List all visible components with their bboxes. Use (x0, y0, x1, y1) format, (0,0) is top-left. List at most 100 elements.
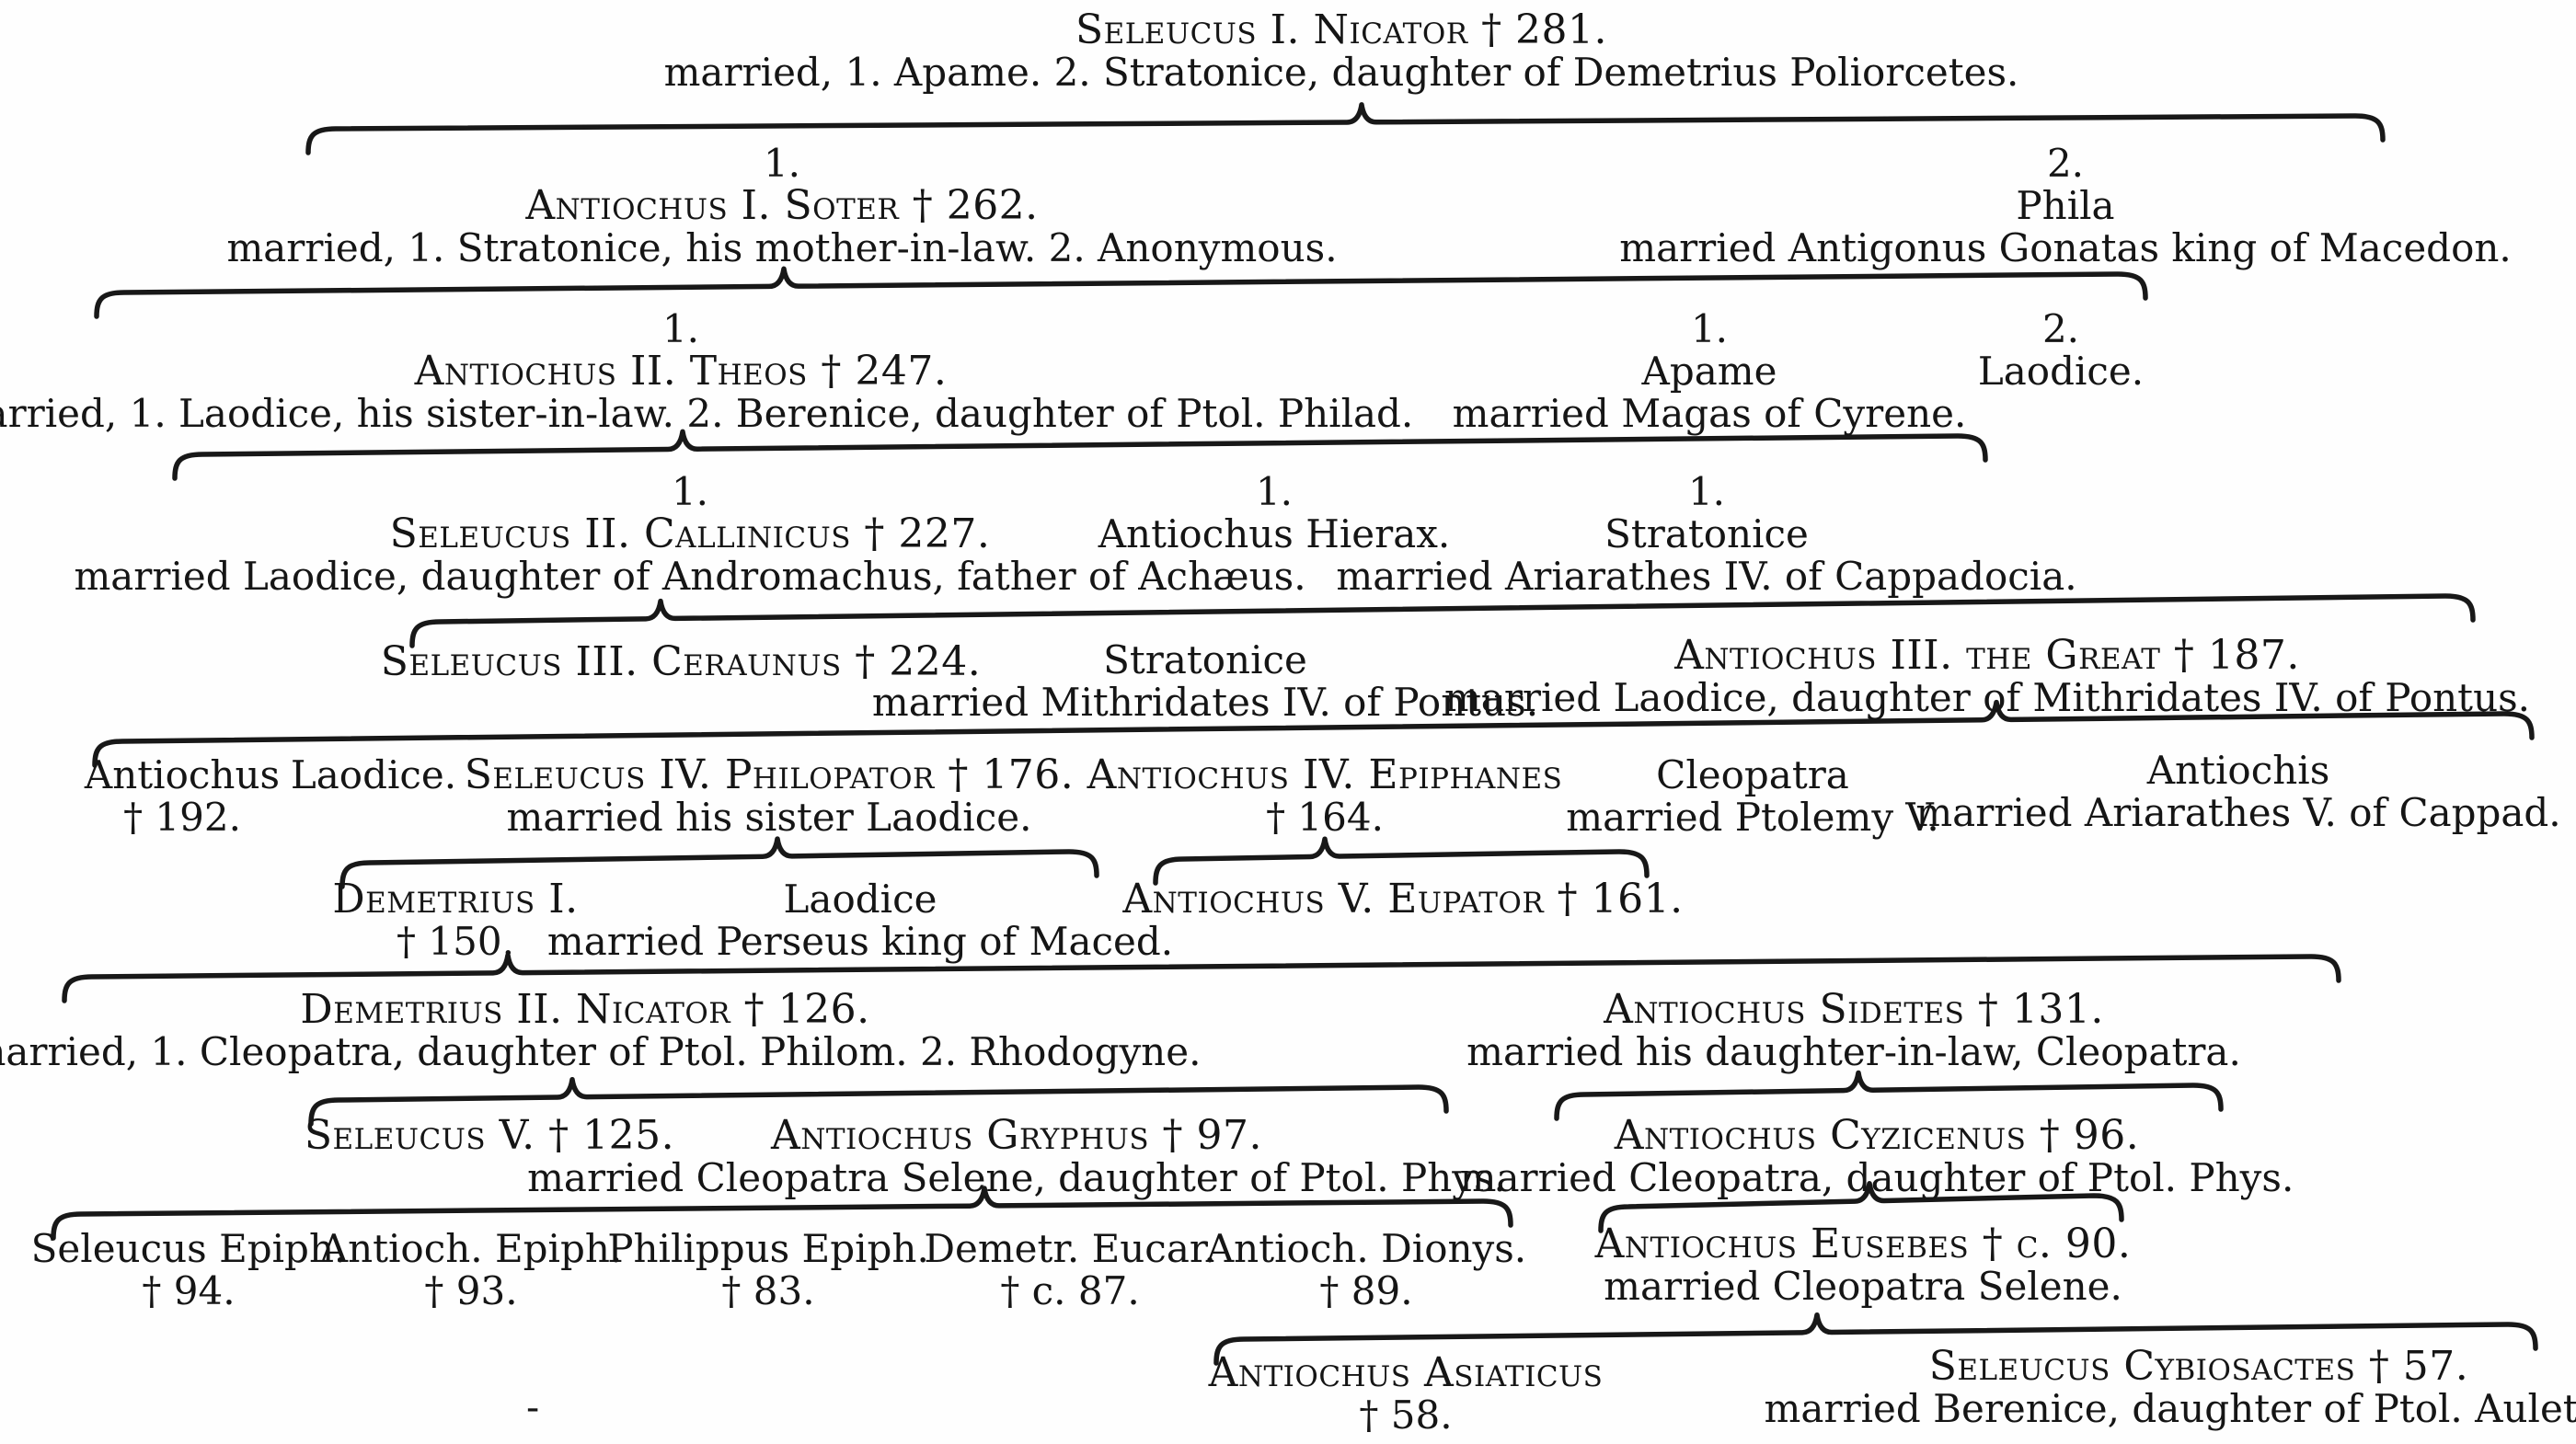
person-name: Seleucus I. Nicator † 281. (1075, 6, 1608, 53)
person-name: Seleucus III. Ceraunus † 224. (380, 638, 982, 685)
person-married: married Cleopatra Selene, daughter of Pt… (527, 1155, 1506, 1200)
person-married: married his daughter-in-law, Cleopatra. (1466, 1029, 2241, 1074)
person-name: Seleucus Cybiosactes † 57. (1928, 1343, 2469, 1390)
person-name: Laodice. (290, 752, 457, 797)
person-name: Demetrius II. Nicator † 126. (300, 986, 870, 1033)
person-number: 2. (2041, 306, 2080, 351)
brace-children-of-seleucus2 (409, 593, 2476, 648)
person-married: married Laodice, daughter of Andromachus… (74, 554, 1306, 599)
person-name: Antioch. Dionys. (1205, 1226, 1527, 1271)
person-seleucus-iii-ceraunus: Seleucus III. Ceraunus † 224. (381, 641, 981, 683)
person-name: Philippus Epiph. (607, 1226, 929, 1271)
person-antiochis: Antiochis married Ariarathes V. of Cappa… (1915, 750, 2560, 834)
person-antiochus-d192: Antiochus † 192. (85, 754, 280, 839)
person-death: † c. 87. (1000, 1268, 1140, 1313)
person-married: married, 1. Apame. 2. Stratonice, daught… (663, 50, 2019, 95)
person-death: † 93. (424, 1268, 518, 1313)
person-antiochus-ii-theos: 1. Antiochus II. Theos † 247. married, 1… (0, 308, 1413, 435)
person-name: Antiochus Asiaticus (1208, 1349, 1604, 1396)
person-antiochus-iv-epiphanes: Antiochus IV. Epiphanes † 164. (1087, 754, 1563, 839)
person-name: Antiochus Hierax. (1098, 511, 1451, 556)
person-married: married Magas of Cyrene. (1452, 391, 1967, 436)
person-death: † 58. (1359, 1392, 1453, 1438)
person-death: † 89. (1319, 1268, 1413, 1313)
person-seleucus-epiphanes: Seleucus Epiph. † 94. (31, 1228, 347, 1312)
person-name: Phila (2016, 183, 2115, 228)
person-stratonice-gen4: 1. Stratonice married Ariarathes IV. of … (1336, 471, 2076, 598)
brace-children-of-gryphus (51, 1186, 1513, 1241)
person-number: 1. (671, 469, 709, 514)
person-name: Antioch. Epiph. (319, 1226, 623, 1271)
person-married: married Ariarathes V. of Cappad. (1915, 790, 2561, 835)
person-laodice-gen7: Laodice married Perseus king of Maced. (547, 878, 1173, 963)
person-antiochus-cyzicenus: Antiochus Cyzicenus † 96. married Cleopa… (1460, 1115, 2294, 1199)
person-laodice-gen3: 2. Laodice. (1978, 308, 2144, 393)
brace-children-of-antiochus2 (172, 429, 1988, 481)
person-married: married his sister Laodice. (506, 795, 1032, 840)
person-seleucus-v: Seleucus V. † 125. (305, 1115, 674, 1157)
person-name: Antiochus (84, 752, 281, 797)
person-antiochus-sidetes: Antiochus Sidetes † 131. married his dau… (1466, 989, 2241, 1073)
person-name: Laodice. (1977, 349, 2145, 394)
person-stratonice-gen5: Stratonice married Mithridates IV. of Po… (872, 639, 1538, 724)
person-married: married Ariarathes IV. of Cappadocia. (1336, 554, 2077, 599)
person-name: Antiochus V. Eupator † 161. (1122, 876, 1684, 923)
brace-children-of-antiochus3 (92, 699, 2535, 768)
person-seleucus-i-nicator: Seleucus I. Nicator † 281. married, 1. A… (664, 9, 2019, 94)
person-name: Antiochus Cyzicenus † 96. (1614, 1112, 2140, 1159)
person-married: married, 1. Stratonice, his mother-in-la… (226, 225, 1338, 270)
person-number: 1. (763, 141, 801, 186)
person-death: † 164. (1266, 795, 1384, 840)
person-seleucus-iv-philopator: Seleucus IV. Philopator † 176. married h… (465, 754, 1075, 839)
person-name: Antiochus IV. Epiphanes (1087, 751, 1563, 798)
brace-children-of-demetrius1 (62, 952, 2341, 1003)
person-married: married, 1. Cleopatra, daughter of Ptol.… (0, 1029, 1202, 1074)
brace-children-of-eusebes (1213, 1312, 2538, 1366)
person-apame: 1. Apame married Magas of Cyrene. (1453, 308, 1967, 435)
person-philippus-epiphanes: Philippus Epiph. † 83. (607, 1228, 929, 1312)
person-death: † 150. (397, 919, 514, 964)
person-married: married Perseus king of Maced. (546, 919, 1174, 964)
brace-children-of-demetrius2 (308, 1077, 1449, 1127)
person-death: † 192. (123, 795, 241, 840)
stray-mark: - (526, 1384, 540, 1429)
person-antiochus-i-soter: 1. Antiochus I. Soter † 262. married, 1.… (226, 143, 1337, 269)
brace-children-of-cyzicenus (1598, 1181, 2124, 1233)
person-name: Antiochus Eusebes † c. 90. (1594, 1221, 2132, 1267)
person-death: † 94. (142, 1268, 236, 1313)
person-name: Antiochus III. the Great † 187. (1674, 632, 2300, 679)
person-antiochus-eusebes: Antiochus Eusebes † c. 90. married Cleop… (1595, 1223, 2132, 1308)
brace-children-of-seleucus4 (339, 836, 1099, 889)
person-phila: 2. Phila married Antigonus Gonatas king … (1619, 143, 2512, 269)
person-name: Seleucus V. † 125. (304, 1112, 675, 1159)
person-number: 1. (1255, 469, 1294, 514)
person-name: Demetrius I. (332, 876, 579, 923)
brace-children-of-antiochus4 (1153, 836, 1650, 886)
person-married: married Ptolemy V. (1566, 795, 1939, 840)
person-number: 2. (2046, 141, 2085, 186)
person-antiochus-hierax: 1. Antiochus Hierax. (1098, 471, 1451, 556)
person-antiochus-asiaticus: Antiochus Asiaticus † 58. (1209, 1352, 1604, 1437)
person-name: Apame (1641, 349, 1777, 394)
person-married: married Berenice, daughter of Ptol. Aule… (1764, 1386, 2576, 1431)
person-antiochus-iii-the-great: Antiochus III. the Great † 187. married … (1444, 635, 2530, 719)
person-name: Laodice (783, 877, 937, 922)
person-demetrius-eucaerus: Demetr. Eucar. † c. 87. (924, 1228, 1215, 1312)
person-antiochus-dionysus: Antioch. Dionys. † 89. (1206, 1228, 1526, 1312)
person-demetrius-ii-nicator: Demetrius II. Nicator † 126. married, 1.… (0, 989, 1201, 1073)
person-married: married Cleopatra Selene. (1604, 1264, 2122, 1309)
person-antiochus-v-eupator: Antiochus V. Eupator † 161. (1122, 878, 1683, 921)
person-demetrius-i: Demetrius I. † 150. (332, 878, 578, 963)
person-name: Demetr. Eucar. (924, 1226, 1216, 1271)
person-seleucus-cybiosactes: Seleucus Cybiosactes † 57. married Beren… (1765, 1346, 2576, 1430)
person-name: Antiochis (2146, 748, 2330, 793)
person-married: married Antigonus Gonatas king of Macedo… (1619, 225, 2512, 270)
person-name: Seleucus Epiph. (30, 1226, 347, 1271)
person-number: 1. (1690, 306, 1729, 351)
person-name: Antiochus II. Theos † 247. (414, 348, 948, 395)
person-antiochus-gryphus: Antiochus Gryphus † 97. married Cleopatr… (527, 1115, 1506, 1199)
person-name: Stratonice (1103, 637, 1307, 682)
person-name: Antiochus I. Soter † 262. (525, 182, 1039, 229)
